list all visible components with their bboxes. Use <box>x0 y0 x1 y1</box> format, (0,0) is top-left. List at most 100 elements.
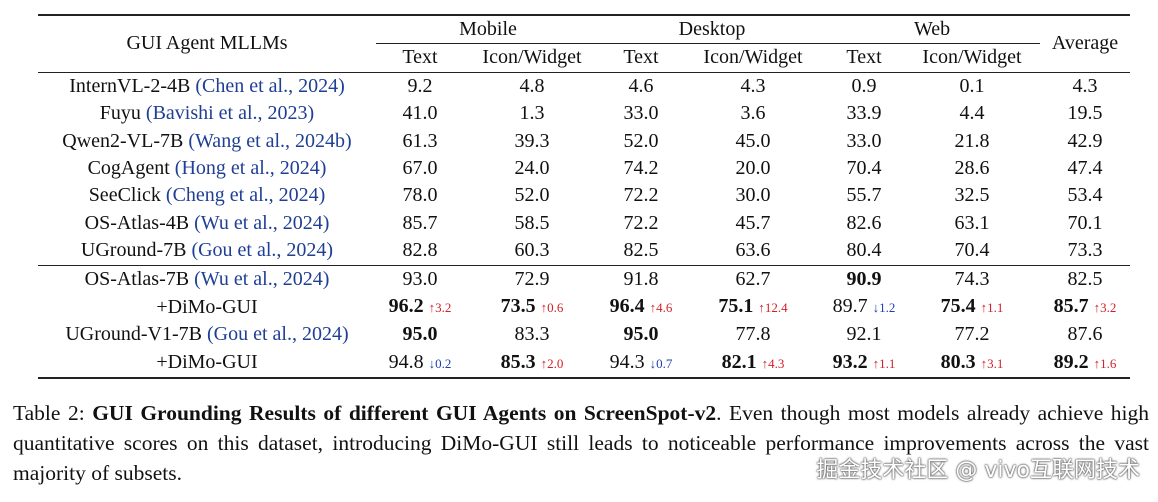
score-cell: 4.4 <box>904 100 1040 127</box>
table-row: OS-Atlas-7B (Wu et al., 2024) 93.0 72.9 91.… <box>38 265 1131 293</box>
score-value: 33.0 <box>623 102 659 125</box>
score-value: 75.4 <box>940 295 976 318</box>
score-value: 28.6 <box>954 157 990 180</box>
score-value: 9.2 <box>407 74 433 97</box>
score-cell: 39.3 <box>464 128 600 155</box>
delta-up: ↑4.3 <box>761 355 785 371</box>
watermark: 掘金技术社区 @ vivo互联网技术 <box>816 458 1140 483</box>
score-value: 1.3 <box>519 102 545 125</box>
score-cell: 33.0 <box>600 100 682 127</box>
score-value: 82.6 <box>846 211 882 234</box>
score-value: 72.2 <box>623 184 659 207</box>
header-web: Web <box>824 15 1041 45</box>
score-cell: 72.9 <box>464 265 600 293</box>
score-value: 85.3 <box>500 350 536 373</box>
model-name: SeeClick <box>88 184 161 207</box>
delta-up: ↑1.1 <box>872 355 896 371</box>
score-cell: 41.0 <box>376 100 464 127</box>
score-value: 93.2 <box>832 350 868 373</box>
score-cell: 87.6 <box>1040 321 1130 348</box>
score-cell: 89.2 ↑1.6 <box>1040 349 1130 378</box>
score-cell: 20.0 <box>682 155 824 182</box>
delta-up: ↑2.0 <box>540 355 564 371</box>
delta-down: ↓0.7 <box>649 355 673 371</box>
citation-link[interactable]: (Wu et al., 2024) <box>194 211 330 234</box>
score-value: 41.0 <box>402 102 438 125</box>
citation-link[interactable]: (Hong et al., 2024) <box>174 157 327 180</box>
citation-link[interactable]: (Wu et al., 2024) <box>194 267 330 290</box>
delta-up: ↑12.4 <box>758 300 788 316</box>
score-cell: 70.4 <box>904 237 1040 265</box>
score-cell: 9.2 <box>376 72 464 100</box>
delta-up: ↑4.6 <box>649 300 673 316</box>
score-value: 0.9 <box>851 74 877 97</box>
score-value: 70.4 <box>846 157 882 180</box>
score-cell: 95.0 <box>600 321 682 348</box>
score-cell: 82.8 <box>376 237 464 265</box>
model-name-cell: Qwen2-VL-7B (Wang et al., 2024b) <box>38 128 376 155</box>
score-value: 93.0 <box>402 267 438 290</box>
score-value: 89.7 <box>832 295 868 318</box>
score-cell: 0.9 <box>824 72 904 100</box>
score-cell: 85.7 <box>376 210 464 237</box>
citation-link[interactable]: (Wang et al., 2024b) <box>188 129 352 152</box>
score-cell: 83.3 <box>464 321 600 348</box>
score-value: 52.0 <box>514 184 550 207</box>
score-cell: 30.0 <box>682 182 824 209</box>
delta-down: ↓0.2 <box>428 355 452 371</box>
score-cell: 53.4 <box>1040 182 1130 209</box>
model-name: InternVL-2-4B <box>69 74 191 97</box>
score-cell: 94.8 ↓0.2 <box>376 349 464 378</box>
score-value: 82.1 <box>721 350 757 373</box>
score-cell: 73.5 ↑0.6 <box>464 293 600 321</box>
citation-link[interactable]: (Bavishi et al., 2023) <box>145 102 315 125</box>
score-value: 61.3 <box>402 129 438 152</box>
table-row: Qwen2-VL-7B (Wang et al., 2024b) 61.3 39.3… <box>38 128 1130 155</box>
score-cell: 82.5 <box>1040 265 1130 293</box>
score-cell: 80.3 ↑3.1 <box>904 349 1040 378</box>
delta-up: ↑3.2 <box>1093 300 1117 316</box>
header-row-subcols: Text Icon/Widget Text Icon/Widget Text Icon/W… <box>38 43 1130 73</box>
score-cell: 19.5 <box>1040 100 1130 127</box>
score-cell: 90.9 <box>824 265 904 293</box>
score-value: 94.3 <box>609 350 645 373</box>
delta-up: ↑0.6 <box>540 300 564 316</box>
score-cell: 89.7 ↓1.2 <box>824 293 904 321</box>
citation-link[interactable]: (Gou et al., 2024) <box>191 239 334 262</box>
model-name-cell: Fuyu (Bavishi et al., 2023) <box>38 100 376 127</box>
score-cell: 4.8 <box>464 72 600 100</box>
score-value: 82.5 <box>623 239 659 262</box>
score-cell: 75.4 ↑1.1 <box>904 293 1040 321</box>
score-cell: 75.1 ↑12.4 <box>682 293 824 321</box>
delta-down: ↓1.2 <box>872 300 896 316</box>
score-value: 95.0 <box>623 323 659 346</box>
score-cell: 3.6 <box>682 100 824 127</box>
model-name-cell: OS-Atlas-7B (Wu et al., 2024) <box>38 265 376 293</box>
score-value: 32.5 <box>954 184 990 207</box>
score-value: 91.8 <box>623 267 659 290</box>
score-value: 72.2 <box>623 211 659 234</box>
score-cell: 33.0 <box>824 128 904 155</box>
score-cell: 93.2 ↑1.1 <box>824 349 904 378</box>
score-value: 47.4 <box>1067 157 1103 180</box>
subheader-cell: Text <box>824 43 905 73</box>
score-cell: 58.5 <box>464 210 600 237</box>
score-cell: 45.0 <box>682 128 824 155</box>
model-name-cell: +DiMo-GUI <box>38 349 376 378</box>
score-cell: 67.0 <box>376 155 464 182</box>
citation-link[interactable]: (Chen et al., 2024) <box>195 74 345 97</box>
score-cell: 92.1 <box>824 321 904 348</box>
score-value: 0.1 <box>959 74 985 97</box>
score-value: 77.2 <box>954 323 990 346</box>
table-row: +DiMo-GUI 94.8 ↓0.2 85.3 ↑2.0 94.3 ↓0.7 82.1… <box>38 349 1131 379</box>
citation-link[interactable]: (Gou et al., 2024) <box>207 323 349 346</box>
citation-link[interactable]: (Cheng et al., 2024) <box>165 184 326 207</box>
results-table: GUI Agent MLLMs Mobile Desktop Web Avera… <box>38 14 1131 379</box>
score-value: 58.5 <box>514 211 550 234</box>
score-cell: 82.1 ↑4.3 <box>682 349 824 378</box>
score-value: 94.8 <box>388 350 424 373</box>
table-row: UGround-V1-7B (Gou et al., 2024) 95.0 83.3… <box>38 321 1130 348</box>
score-cell: 45.7 <box>682 210 824 237</box>
score-value: 45.0 <box>735 129 771 152</box>
score-value: 87.6 <box>1067 323 1103 346</box>
